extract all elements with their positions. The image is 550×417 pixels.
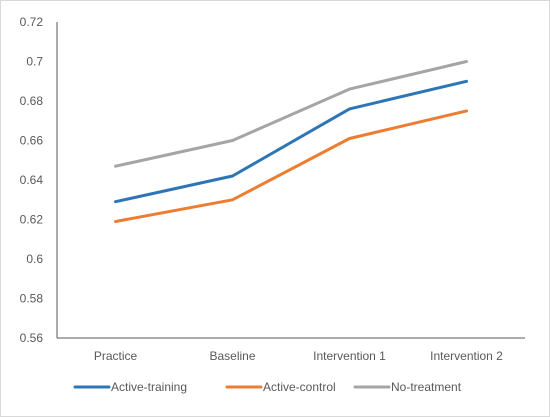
y-tick-label: 0.7 (26, 55, 43, 69)
series-line-active-training (114, 79, 468, 204)
x-tick-label: Practice (94, 349, 138, 363)
legend-label-active-training: Active-training (111, 380, 187, 394)
axes (56, 22, 525, 339)
y-tick-label: 0.6 (26, 252, 43, 266)
y-tick-label: 0.72 (20, 15, 44, 29)
y-tick-label: 0.56 (20, 331, 44, 345)
legend-label-no-treatment: No-treatment (391, 380, 462, 394)
legend-label-active-control: Active-control (263, 380, 336, 394)
y-tick-label: 0.62 (20, 213, 44, 227)
y-tick-label: 0.58 (20, 292, 44, 306)
x-tick-label: Intervention 2 (430, 349, 503, 363)
x-tick-label: Baseline (209, 349, 255, 363)
y-tick-label: 0.68 (20, 94, 44, 108)
series-lines (114, 60, 468, 223)
y-tick-label: 0.66 (20, 134, 44, 148)
y-tick-label: 0.64 (20, 173, 44, 187)
series-line-active-control (114, 109, 468, 223)
y-tick-labels: 0.56 0.58 0.6 0.62 0.64 0.66 0.68 0.7 0.72 (20, 15, 44, 345)
x-tick-label: Intervention 1 (313, 349, 386, 363)
series-line-no-treatment (114, 60, 468, 168)
legend: Active-training Active-control No-treatmen… (73, 380, 462, 394)
x-tick-labels: Practice Baseline Intervention 1 Interventi… (94, 349, 503, 363)
